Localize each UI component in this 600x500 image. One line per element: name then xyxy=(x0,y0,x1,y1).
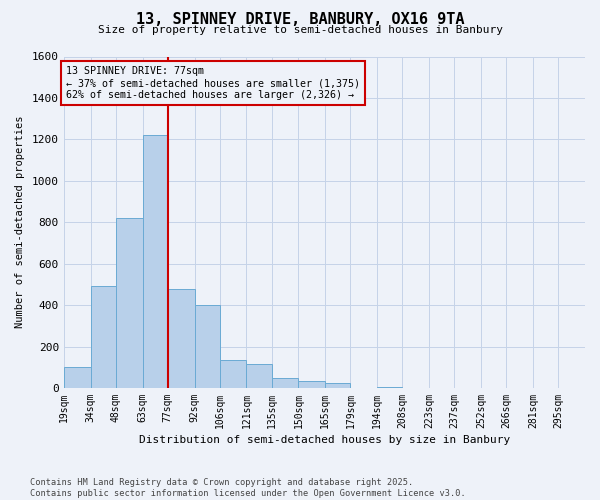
Text: Contains HM Land Registry data © Crown copyright and database right 2025.
Contai: Contains HM Land Registry data © Crown c… xyxy=(30,478,466,498)
Bar xyxy=(220,360,247,388)
Text: Size of property relative to semi-detached houses in Banbury: Size of property relative to semi-detach… xyxy=(97,25,503,35)
X-axis label: Distribution of semi-detached houses by size in Banbury: Distribution of semi-detached houses by … xyxy=(139,435,510,445)
Bar xyxy=(272,378,298,388)
Bar xyxy=(247,364,272,388)
Bar xyxy=(298,380,325,388)
Bar xyxy=(116,218,143,388)
Text: 13, SPINNEY DRIVE, BANBURY, OX16 9TA: 13, SPINNEY DRIVE, BANBURY, OX16 9TA xyxy=(136,12,464,28)
Bar xyxy=(91,286,116,388)
Bar xyxy=(325,383,350,388)
Bar xyxy=(167,288,194,388)
Text: 13 SPINNEY DRIVE: 77sqm
← 37% of semi-detached houses are smaller (1,375)
62% of: 13 SPINNEY DRIVE: 77sqm ← 37% of semi-de… xyxy=(65,66,359,100)
Bar xyxy=(143,135,167,388)
Bar xyxy=(377,387,403,388)
Bar xyxy=(64,367,91,388)
Y-axis label: Number of semi-detached properties: Number of semi-detached properties xyxy=(15,116,25,328)
Bar xyxy=(194,305,220,388)
